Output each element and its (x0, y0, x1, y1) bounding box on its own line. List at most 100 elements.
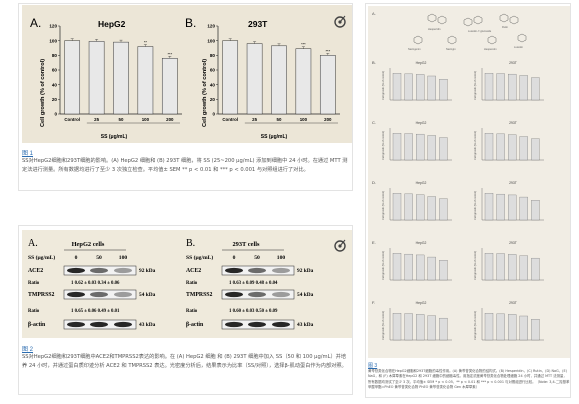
mini-bar (427, 196, 436, 221)
target-logo-icon (334, 15, 346, 28)
y-tick-label: 120 (207, 24, 215, 29)
mini-bar (496, 253, 505, 281)
figure-3-card: A. Hesperidin Luteolin-7-glucoside Rutin N… (365, 3, 571, 398)
mini-bar (496, 133, 505, 161)
mini-bar (427, 315, 436, 341)
bar (295, 48, 312, 115)
protein-band (90, 291, 108, 298)
panel-letter: D. (372, 180, 376, 185)
y-tick-label: 100 (207, 38, 215, 43)
protein-band (114, 267, 132, 274)
figure-2-image[interactable]: A. HepG2 cells SS (μg/mL) 0 50 100 ACE2 92 kDa R… (22, 230, 352, 338)
mini-bar (531, 138, 540, 161)
mini-bar (439, 137, 448, 161)
x-tick-label: Control (222, 117, 238, 122)
y-axis-label: Cell growth (% of control) (40, 59, 46, 127)
figure-3-image[interactable]: A. Hesperidin Luteolin-7-glucoside Rutin N… (368, 6, 570, 358)
significance-mark: *** (301, 42, 306, 47)
concentration-label: 0 (75, 255, 78, 261)
kda-label: 54 kDa (297, 292, 314, 298)
mini-bar (392, 133, 402, 161)
ss-concentration-label: SS (μg/mL) (186, 254, 213, 261)
figure-1-image[interactable]: A. HepG2 Cell growth (% of control) 0 20 4… (22, 5, 352, 143)
protein-band (248, 267, 266, 274)
mini-chart-title: 293T (509, 241, 517, 245)
y-tick-label: 60 (210, 68, 216, 73)
panel-title: 293T cells (232, 241, 260, 248)
protein-band (272, 291, 290, 298)
mini-bar (392, 73, 402, 101)
mini-bar (531, 257, 540, 281)
panel-letter: F. (372, 300, 375, 305)
mini-y-label: Cell growth (% of control) (381, 191, 385, 220)
significance-mark: *** (325, 48, 330, 53)
figure-2-link[interactable]: 图 2 (22, 347, 34, 353)
kda-label: 92 kDa (139, 268, 156, 274)
mini-bar (416, 74, 425, 101)
figure-3-link[interactable]: 图 3 (368, 363, 378, 369)
panel-b-title: 293T (248, 19, 268, 29)
panel-letter: A. (28, 238, 38, 249)
mini-bar (484, 193, 494, 221)
panel-a-letter: A. (30, 16, 41, 30)
mini-y-label: Cell growth (% of control) (473, 251, 477, 280)
fig1-panel-a: A. HepG2 Cell growth (% of control) 0 20 4… (30, 16, 182, 140)
mini-bar (404, 133, 413, 161)
mini-chart-title: 293T (509, 181, 517, 185)
blot-row-label: Ratio (186, 281, 198, 286)
bar (113, 41, 129, 115)
mini-bar (439, 79, 448, 101)
figure-1-link[interactable]: 图 1 (22, 151, 34, 157)
y-tick-label: 40 (52, 82, 58, 87)
western-blot-a: A. HepG2 cells SS (μg/mL) 0 50 100 ACE2 92 kDa R… (28, 238, 156, 330)
mini-bar (531, 319, 540, 341)
mini-bar (519, 315, 528, 341)
svg-text:Hesperidin: Hesperidin (428, 27, 441, 31)
mini-bar (404, 253, 413, 281)
mini-bar (508, 73, 517, 101)
kda-label: 43 kDa (297, 322, 314, 328)
mini-y-label: Cell growth (% of control) (381, 251, 385, 280)
western-blot-b: B. 293T cells SS (μg/mL) 0 50 100 ACE2 92 kDa Ra… (186, 238, 314, 330)
bar (319, 55, 336, 115)
bar (88, 41, 105, 115)
ratio-values: 1 0.62 ± 0.03 0.34 ± 0.06 (71, 281, 120, 286)
mini-bar (439, 260, 448, 281)
y-axis-label: Cell growth (% of control) (202, 59, 208, 127)
concentration-label: 100 (277, 255, 286, 261)
mini-bar (508, 134, 517, 161)
protein-band (225, 291, 243, 298)
kda-label: 92 kDa (297, 268, 314, 274)
blot-row-label: Ratio (28, 309, 40, 314)
bar (246, 43, 263, 115)
svg-text:Luteolin-7-glucoside: Luteolin-7-glucoside (468, 29, 492, 33)
kda-label: 43 kDa (139, 322, 156, 328)
y-tick-label: 80 (210, 53, 216, 58)
x-tick-label: 25 (94, 117, 99, 122)
ss-concentration-label: SS (μg/mL) (28, 254, 55, 261)
bar (161, 58, 178, 115)
figure-2-caption: SS对HepG2细胞和293T细胞中ACE2和TMPRSS2表达的影响。在 (A… (22, 354, 347, 369)
concentration-label: 50 (96, 255, 102, 261)
mini-chart-title: 293T (509, 121, 517, 125)
bar (271, 45, 287, 115)
mini-bar (484, 253, 494, 281)
mini-bar (416, 254, 425, 281)
mini-y-label: Cell growth (% of control) (473, 131, 477, 160)
panel-letter: B. (372, 60, 376, 65)
panel-b-letter: B. (185, 16, 196, 30)
y-tick-label: 40 (210, 82, 216, 87)
mini-y-label: Cell growth (% of control) (381, 311, 385, 340)
protein-band (114, 291, 132, 298)
mini-bar (392, 193, 402, 221)
target-logo-icon (334, 239, 346, 252)
panel-a-title: HepG2 (98, 19, 126, 29)
mini-bar (519, 75, 528, 101)
mini-y-label: Cell growth (% of control) (473, 191, 477, 220)
mini-bar (439, 317, 448, 341)
y-tick-label: 120 (49, 24, 57, 29)
mini-bar (496, 73, 505, 101)
blot-row-label: TMPRSS2 (28, 292, 55, 298)
significance-mark: *** (167, 51, 172, 56)
mini-chart-title: 293T (509, 301, 517, 305)
